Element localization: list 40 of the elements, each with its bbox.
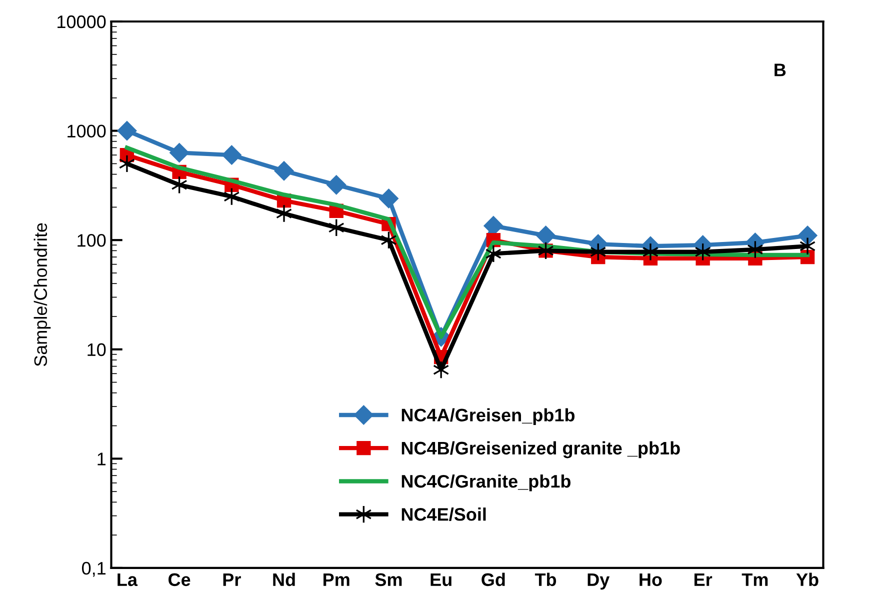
point	[118, 154, 136, 173]
x-tick-label: Gd	[482, 572, 505, 586]
x-tick-label: Nd	[273, 572, 295, 586]
x-tick-label: Dy	[588, 573, 610, 590]
y-tick-label: 1000	[68, 124, 106, 138]
point	[274, 161, 294, 181]
y-tick-label: 100	[78, 234, 106, 247]
x-tick-label: Tb	[534, 572, 556, 586]
y-tick-label: 1	[98, 452, 106, 466]
point	[117, 121, 137, 140]
legend-label: NC4C/Granite_pb1b	[402, 474, 570, 492]
point	[433, 360, 450, 379]
point	[642, 242, 659, 262]
x-tick-label: Yb	[796, 572, 818, 586]
x-tick-label: Er	[694, 573, 712, 586]
point	[379, 188, 398, 208]
point	[799, 236, 816, 256]
x-tick-label: Eu	[430, 573, 452, 586]
point	[536, 226, 556, 246]
y-tick-label: 0,1	[82, 562, 106, 577]
annotation: B	[774, 64, 786, 76]
x-tick-label: Ce	[168, 573, 190, 586]
x-tick-label: Pr	[223, 573, 241, 586]
x-tick-label: Ho	[640, 573, 662, 586]
x-tick-label: Tm	[742, 573, 768, 586]
x-tick-label: La	[118, 573, 138, 586]
y-tick-label: 10000	[58, 15, 106, 28]
point	[798, 226, 818, 246]
point	[326, 175, 346, 195]
y-tick-label: 10	[88, 343, 106, 356]
point	[485, 244, 502, 263]
legend-label: NC4A/Greisen_pb1b	[402, 408, 575, 426]
legend-label: NC4E/Soil	[402, 508, 486, 521]
legend-label: NC4B/Greisenized granite _pb1b	[402, 441, 680, 458]
point	[170, 143, 189, 162]
point	[276, 204, 292, 223]
point	[222, 145, 242, 165]
x-tick-label: Pm	[324, 573, 350, 586]
y-axis-title: Sample/Chondrite	[34, 223, 51, 366]
x-tick-label: Sm	[375, 573, 402, 586]
